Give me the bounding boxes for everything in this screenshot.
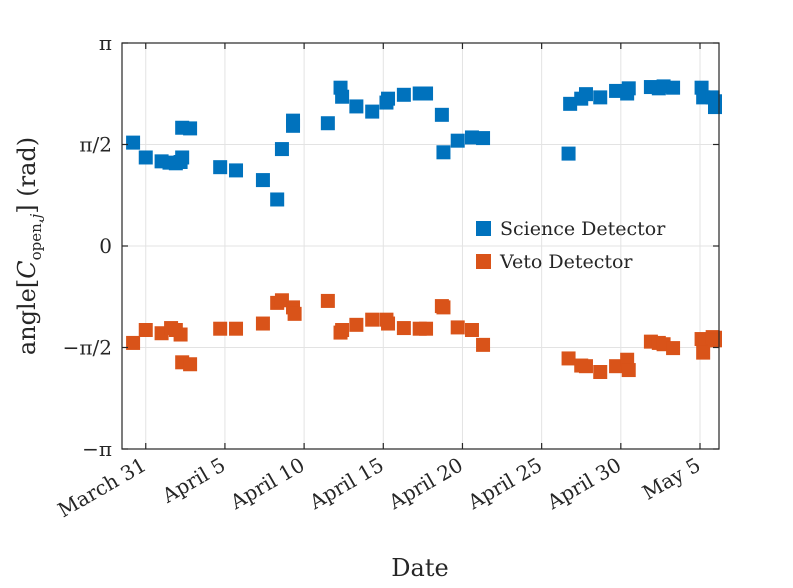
data-point (270, 192, 285, 207)
data-point (561, 146, 576, 161)
data-point (450, 320, 465, 335)
data-point (593, 90, 608, 105)
tick-marks (122, 42, 719, 450)
data-point (561, 351, 576, 366)
y-axis-title-sub: open, (27, 218, 45, 260)
data-point (621, 81, 636, 96)
data-point (396, 87, 411, 102)
data-point (349, 99, 364, 114)
data-point (183, 357, 198, 372)
y-axis-title-prefix: angle (13, 288, 41, 355)
y-tick-labels: −π −π/2 0 π/2 π (63, 31, 112, 461)
x-tick-label: April 25 (463, 453, 546, 515)
data-point (274, 293, 289, 308)
series-veto (126, 293, 722, 380)
data-point (173, 327, 188, 342)
data-point (349, 317, 364, 332)
y-axis-title-var: C (13, 260, 41, 278)
data-point (419, 86, 434, 101)
data-point (138, 323, 153, 338)
data-point (381, 91, 396, 106)
data-point (464, 323, 479, 338)
data-point (578, 87, 593, 102)
data-point (476, 131, 491, 146)
data-point (696, 345, 711, 360)
data-point (593, 365, 608, 380)
data-point (255, 316, 270, 331)
data-point (175, 150, 190, 165)
data-point (609, 359, 624, 374)
data-point (365, 312, 380, 327)
x-tick-label: April 15 (304, 453, 387, 515)
data-point (229, 321, 244, 336)
data-point (578, 359, 593, 374)
data-point (563, 96, 578, 111)
data-point (708, 333, 722, 348)
data-point (708, 100, 722, 115)
x-axis-title: Date (391, 554, 448, 582)
data-point (621, 363, 636, 378)
data-point (666, 341, 681, 356)
data-point (126, 135, 141, 150)
data-point (381, 316, 396, 331)
legend: Science Detector Veto Detector (476, 218, 666, 273)
data-point (436, 300, 451, 315)
x-tick-label: April 20 (384, 453, 467, 515)
legend-label-science: Science Detector (500, 218, 666, 240)
data-point (609, 83, 624, 98)
data-point (476, 337, 491, 352)
y-axis-title: angle[Copen,j] (rad) (13, 137, 45, 355)
data-point (694, 332, 709, 347)
y-axis-title-suffix: (rad) (13, 137, 41, 197)
x-tick-label: April 10 (225, 453, 308, 515)
data-point (436, 145, 451, 160)
x-tick-label: March 31 (54, 453, 151, 523)
data-point (320, 116, 335, 131)
data-point (213, 321, 228, 336)
data-point (126, 335, 141, 350)
data-point (396, 321, 411, 336)
data-point (464, 130, 479, 145)
data-point (286, 113, 301, 128)
y-axis-title-sub-j: j (27, 213, 45, 221)
data-point (183, 121, 198, 136)
legend-label-veto: Veto Detector (499, 251, 633, 273)
data-point (666, 80, 681, 95)
data-point (320, 293, 335, 308)
y-tick-label: π/2 (79, 132, 112, 156)
y-tick-label: 0 (99, 234, 112, 258)
data-point (419, 321, 434, 336)
data-point (274, 142, 289, 157)
legend-marker-science (476, 221, 491, 236)
data-point (335, 323, 350, 338)
data-point (434, 107, 449, 122)
data-point (213, 160, 228, 175)
data-point (255, 173, 270, 188)
x-tick-label: April 5 (157, 453, 229, 509)
y-tick-label: −π (82, 437, 112, 461)
data-point (365, 104, 380, 119)
data-points (126, 79, 722, 380)
y-tick-label: π (99, 31, 112, 55)
data-point (287, 306, 302, 321)
data-point (229, 163, 244, 178)
x-tick-label: April 30 (542, 453, 625, 515)
y-tick-label: −π/2 (63, 336, 112, 360)
legend-marker-veto (476, 254, 491, 269)
data-point (335, 89, 350, 104)
series-science (126, 79, 722, 207)
data-point (138, 150, 153, 165)
data-point (450, 133, 465, 148)
x-tick-label: May 5 (638, 453, 704, 505)
